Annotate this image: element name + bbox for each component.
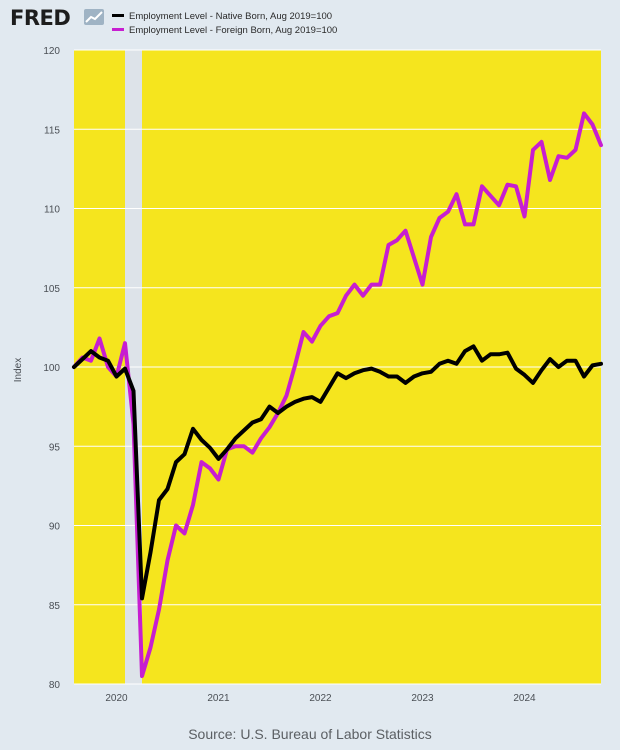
x-tick-label: 2020 (105, 693, 128, 704)
y-axis: 80 85 90 95 100 105 110 115 120 (43, 46, 60, 691)
y-tick-label: 100 (43, 363, 60, 374)
y-tick-label: 95 (49, 442, 61, 453)
foreign-born-line[interactable] (72, 111, 603, 679)
x-tick-label: 2024 (513, 693, 536, 704)
y-axis-label: Index (13, 358, 24, 382)
line-chart-icon (84, 9, 104, 25)
series-lines (72, 111, 603, 679)
y-tick-label: 105 (43, 284, 60, 295)
legend-swatch-native-born (112, 13, 124, 17)
legend-label-foreign-born: Employment Level - Foreign Born, Aug 201… (129, 25, 338, 36)
fred-logo[interactable]: FRED (10, 6, 71, 30)
y-tick-label: 90 (49, 522, 61, 533)
x-tick-label: 2021 (207, 693, 230, 704)
x-tick-label: 2023 (411, 693, 434, 704)
native-born-line[interactable] (72, 344, 603, 601)
line-chart: 80 85 90 95 100 105 110 115 120 2020 2021 2022 2023… (13, 46, 603, 704)
legend-item-native-born[interactable]: Employment Level - Native Born, Aug 2019… (112, 11, 332, 23)
y-tick-label: 80 (49, 680, 61, 691)
y-tick-label: 120 (43, 46, 60, 57)
legend-label-native-born: Employment Level - Native Born, Aug 2019… (129, 11, 333, 22)
legend-item-foreign-born[interactable]: Employment Level - Foreign Born, Aug 201… (112, 25, 337, 37)
chart-header: FRED Employment Level - Native Born, Aug… (0, 0, 620, 44)
legend-swatch-foreign-born (112, 27, 124, 31)
gridlines (74, 49, 601, 685)
y-tick-label: 85 (49, 601, 61, 612)
x-tick-label: 2022 (309, 693, 332, 704)
y-tick-label: 115 (44, 125, 60, 136)
source-note: Source: U.S. Bureau of Labor Statistics (188, 726, 432, 742)
x-axis: 2020 2021 2022 2023 2024 (105, 693, 536, 704)
y-tick-label: 110 (44, 205, 60, 216)
